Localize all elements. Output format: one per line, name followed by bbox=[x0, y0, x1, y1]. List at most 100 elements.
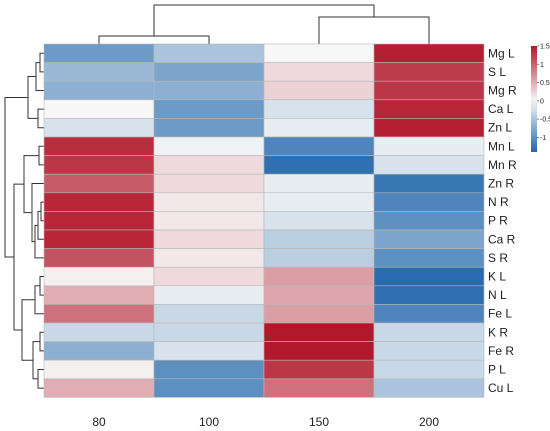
heatmap-cell bbox=[43, 136, 155, 156]
heatmap-cell bbox=[263, 378, 375, 398]
row-label: Ca R bbox=[488, 232, 516, 246]
dendrogram-branch bbox=[318, 16, 430, 44]
heatmap-cell bbox=[43, 192, 155, 212]
heatmap-cell bbox=[263, 304, 375, 324]
heatmap-cell bbox=[43, 322, 155, 342]
color-legend: 1.5 1 0.5 0 -0.5 -1 bbox=[531, 44, 550, 152]
dendrogram-branch bbox=[153, 4, 375, 36]
row-label: Mg R bbox=[488, 84, 517, 98]
heatmap-cell bbox=[263, 118, 375, 138]
heatmap-cell bbox=[153, 266, 265, 287]
dendrogram-branch bbox=[34, 224, 44, 259]
column-labels: 80 100 150 200 bbox=[92, 415, 439, 429]
heatmap-cell bbox=[373, 285, 485, 305]
heatmap-cell bbox=[153, 192, 265, 212]
legend-tick-label: 0 bbox=[540, 98, 544, 105]
row-label: Mn L bbox=[488, 139, 515, 153]
column-label: 80 bbox=[92, 415, 106, 429]
heatmap-cell bbox=[373, 80, 485, 101]
row-label: Zn L bbox=[488, 121, 512, 135]
heatmap-cell bbox=[153, 62, 265, 82]
row-label: K L bbox=[488, 270, 506, 284]
heatmap-cell bbox=[43, 304, 155, 324]
row-dendrogram bbox=[4, 52, 44, 389]
heatmap-cell bbox=[43, 99, 155, 119]
dendrogram-branch bbox=[39, 276, 44, 296]
heatmap-cell bbox=[373, 359, 485, 380]
heatmap-cell bbox=[43, 285, 155, 305]
heatmap-cell bbox=[263, 43, 375, 63]
heatmap-cell bbox=[373, 136, 485, 156]
row-label: Zn R bbox=[488, 177, 514, 191]
heatmap-cell bbox=[153, 136, 265, 156]
column-dendrogram bbox=[98, 4, 430, 44]
legend-tick-label: 1.5 bbox=[540, 44, 550, 51]
heatmap-cell bbox=[153, 322, 265, 342]
heatmap-cell bbox=[153, 378, 265, 398]
heatmap-cell bbox=[373, 304, 485, 324]
heatmap-cell bbox=[263, 173, 375, 194]
heatmap-cell bbox=[153, 80, 265, 101]
heatmap-cell bbox=[373, 118, 485, 138]
row-label: Mn R bbox=[488, 158, 517, 172]
heatmap-cell bbox=[43, 211, 155, 231]
heatmap-cell bbox=[263, 211, 375, 231]
dendrogram-branch bbox=[37, 108, 44, 129]
dendrogram-branch bbox=[37, 369, 44, 389]
heatmap-cell bbox=[373, 192, 485, 212]
heatmap-cell bbox=[153, 118, 265, 138]
heatmap-cell bbox=[373, 155, 485, 175]
heatmap-cell bbox=[373, 341, 485, 361]
legend-tick-label: -1 bbox=[540, 135, 546, 142]
heatmap-cell bbox=[153, 248, 265, 268]
legend-tick-label: -0.5 bbox=[540, 117, 550, 124]
heatmap-cell bbox=[153, 359, 265, 380]
heatmap-cell bbox=[263, 136, 375, 156]
heatmap-cell bbox=[43, 80, 155, 101]
heatmap-cell bbox=[373, 266, 485, 287]
heatmap-cell bbox=[263, 155, 375, 175]
row-label: P R bbox=[488, 214, 508, 228]
heatmap-cell bbox=[373, 211, 485, 231]
heatmap-cell bbox=[373, 378, 485, 398]
row-label: K R bbox=[488, 325, 508, 339]
heatmap-cell bbox=[373, 322, 485, 342]
column-label: 100 bbox=[199, 415, 219, 429]
heatmap-cell bbox=[373, 99, 485, 119]
heatmap-cell bbox=[43, 359, 155, 380]
heatmap-cell bbox=[153, 211, 265, 231]
heatmap-cell bbox=[263, 341, 375, 361]
heatmap-cell bbox=[43, 229, 155, 249]
row-label: S L bbox=[488, 65, 506, 79]
heatmap-cell bbox=[373, 43, 485, 63]
dendrogram-branch bbox=[39, 52, 44, 73]
legend-tick-label: 0.5 bbox=[540, 80, 550, 87]
dendrogram-branch bbox=[32, 341, 40, 380]
column-label: 200 bbox=[419, 415, 439, 429]
heatmap-cell bbox=[373, 229, 485, 249]
dendrogram-branch bbox=[39, 331, 44, 352]
heatmap-cell bbox=[263, 285, 375, 305]
heatmap-cell bbox=[263, 62, 375, 82]
dendrogram-branch bbox=[98, 35, 210, 44]
dendrogram-branch bbox=[4, 96, 28, 258]
heatmap-cell bbox=[263, 229, 375, 249]
row-label: Ca L bbox=[488, 102, 514, 116]
heatmap-cell bbox=[153, 155, 265, 175]
heatmap-cell bbox=[153, 173, 265, 194]
row-label: P L bbox=[488, 363, 506, 377]
row-labels: Mg L S L Mg R Ca L Zn L Mn L Mn R Zn R N R P R Ca … bbox=[488, 46, 517, 395]
heatmap-cell bbox=[153, 43, 265, 63]
legend-tick-label: 1 bbox=[540, 62, 544, 69]
heatmap-cell bbox=[153, 304, 265, 324]
heatmap-cell bbox=[373, 62, 485, 82]
heatmap-cell bbox=[43, 248, 155, 268]
row-label: Fe L bbox=[488, 307, 512, 321]
heatmap-cell bbox=[263, 322, 375, 342]
heatmap-cell bbox=[43, 43, 155, 63]
heatmap-cell bbox=[263, 192, 375, 212]
heatmap-cell bbox=[373, 248, 485, 268]
heatmap-cells bbox=[43, 43, 485, 398]
heatmap-cell bbox=[153, 285, 265, 305]
